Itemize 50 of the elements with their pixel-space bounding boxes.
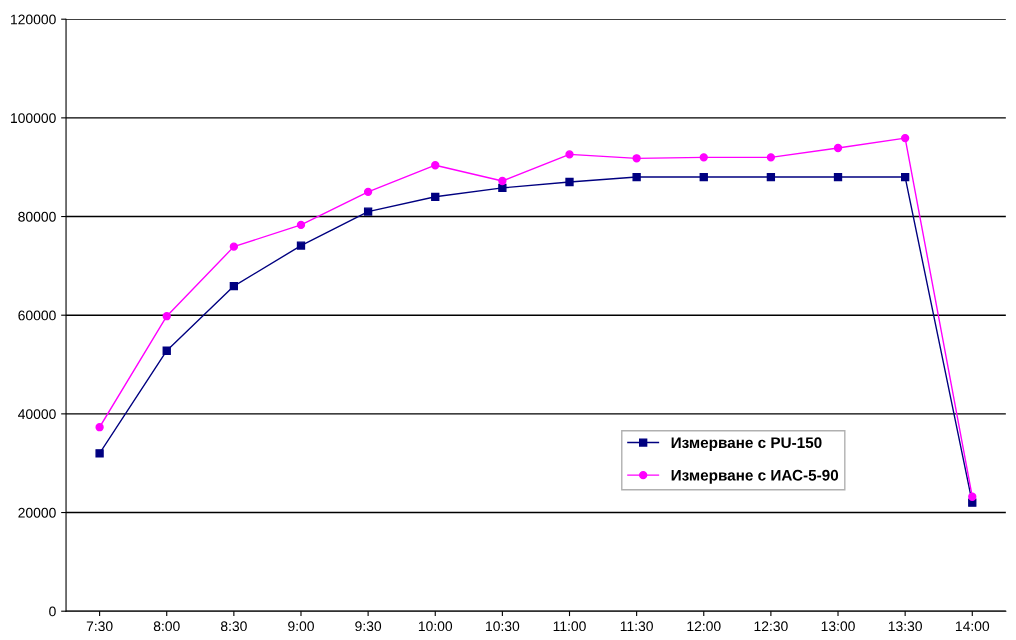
point <box>296 241 306 250</box>
point <box>699 172 708 182</box>
x-tick-label: 9:30 <box>355 621 382 632</box>
y-tick-label: 120000 <box>11 14 56 25</box>
point <box>699 153 708 162</box>
point <box>833 143 843 153</box>
x-tick-label: 11:30 <box>620 621 653 632</box>
x-tick-label: 7:30 <box>86 621 113 632</box>
point <box>498 176 507 186</box>
point <box>95 423 104 432</box>
point <box>229 242 239 251</box>
legend-label: Измерване с PU-150 <box>671 437 822 452</box>
x-tick-label: 10:30 <box>486 621 520 632</box>
legend-label: Измерване с ИАС-5-90 <box>671 469 839 484</box>
point <box>296 220 306 230</box>
point <box>498 183 507 193</box>
x-tick-label: 8:30 <box>220 621 247 632</box>
point <box>632 172 641 182</box>
point <box>900 133 910 143</box>
point <box>363 207 373 216</box>
point <box>766 153 776 162</box>
point <box>565 177 574 187</box>
point <box>632 154 641 163</box>
y-tick-label: 40000 <box>18 409 56 420</box>
point <box>968 492 977 501</box>
point <box>229 281 239 291</box>
y-tick-label: 0 <box>49 606 56 617</box>
x-tick-label: 8:00 <box>153 621 180 632</box>
point <box>900 172 910 182</box>
y-tick-label: 100000 <box>11 113 56 124</box>
point <box>431 192 440 201</box>
x-tick-label: 13:30 <box>888 621 922 632</box>
point <box>431 161 440 170</box>
y-tick-label: 60000 <box>18 310 56 321</box>
x-tick-label: 9:00 <box>288 621 314 632</box>
point <box>565 150 574 159</box>
point <box>95 449 104 458</box>
x-tick-label: 14:00 <box>955 621 990 632</box>
point <box>162 346 171 355</box>
x-tick-label: 10:00 <box>418 621 453 632</box>
point <box>766 172 776 182</box>
point <box>833 172 843 182</box>
point <box>363 187 373 197</box>
x-tick-label: 12:00 <box>687 621 721 632</box>
x-tick-label: 13:00 <box>821 621 855 632</box>
x-tick-label: 12:30 <box>754 621 788 632</box>
x-tick-label: 11:00 <box>553 621 586 632</box>
y-tick-label: 80000 <box>18 211 56 222</box>
y-tick-label: 20000 <box>18 507 56 518</box>
point <box>162 312 171 321</box>
